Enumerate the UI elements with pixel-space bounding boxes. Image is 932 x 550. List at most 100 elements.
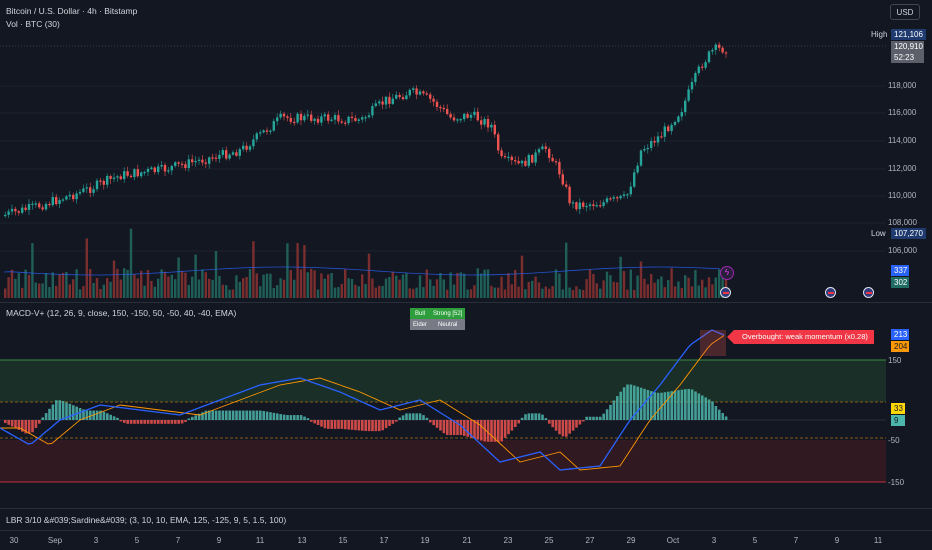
volume-bar [123, 268, 126, 298]
volume-bar [364, 284, 367, 298]
candle-body [289, 117, 292, 122]
histogram-bar [272, 412, 276, 420]
histogram-bar [99, 410, 102, 420]
candle-body [663, 126, 666, 137]
candle-body [503, 156, 507, 158]
histogram-bar [65, 402, 68, 420]
volume-bar [619, 256, 622, 298]
volume-bar [663, 287, 666, 298]
currency-button[interactable]: USD [890, 4, 920, 20]
histogram-bar [279, 414, 282, 420]
candle-body [622, 194, 626, 196]
time-tick: 19 [420, 536, 430, 545]
histogram-bar [320, 420, 323, 427]
candle-body [599, 205, 602, 207]
candle-body [221, 150, 224, 155]
candle-body [514, 160, 517, 162]
candle-body [381, 101, 384, 105]
histogram-bar [452, 420, 456, 436]
candle-body [388, 96, 391, 104]
candle-body [701, 66, 704, 68]
histogram-bar [378, 420, 381, 432]
volume-bar [323, 278, 326, 298]
candle-body [554, 161, 558, 163]
volume-bar [395, 275, 398, 298]
volume-bar [636, 275, 639, 298]
usd-flag-icon[interactable] [863, 287, 874, 298]
volume-bar [126, 269, 129, 298]
macd-legend[interactable]: MACD-V+ (12, 26, 9, close, 150, -150, 50… [6, 308, 237, 318]
symbol-title[interactable]: Bitcoin / U.S. Dollar · 4h · Bitstamp [6, 6, 138, 16]
panel-divider[interactable] [0, 508, 932, 509]
histogram-bar [333, 420, 337, 429]
histogram-bar [140, 420, 143, 424]
candle-body [259, 132, 262, 134]
candle-body [422, 91, 425, 94]
volume-bar [697, 285, 700, 298]
histogram-bar [296, 415, 299, 420]
volume-bar [191, 276, 194, 298]
volume-bar [412, 288, 415, 298]
panel-divider[interactable] [0, 302, 932, 303]
candle-body [157, 166, 160, 173]
histogram-bar [667, 391, 670, 420]
histogram-bar [514, 420, 517, 428]
histogram-bar [531, 413, 534, 420]
histogram-bar [293, 415, 296, 420]
lbr-legend[interactable]: LBR 3/10 &#039;Sardine&#039; (3, 10, 10,… [6, 515, 287, 525]
candle-body [442, 107, 445, 110]
volume-bar [337, 287, 340, 298]
volume-bar [701, 279, 704, 298]
lightning-icon[interactable]: ϟ [720, 266, 734, 280]
histogram-bar [14, 420, 17, 429]
volume-bar [31, 243, 34, 298]
histogram-bar [269, 412, 272, 420]
volume-legend[interactable]: Vol · BTC (30) [6, 19, 60, 29]
volume-bar [653, 282, 656, 298]
volume-bar [503, 289, 507, 298]
volume-bar [476, 268, 479, 298]
candle-body [361, 117, 364, 120]
histogram-bar [415, 413, 418, 420]
price-tick: 112,000 [888, 164, 917, 173]
candle-body [72, 194, 75, 200]
histogram-bar [146, 420, 150, 424]
candle-body [109, 176, 112, 179]
candle-body [310, 114, 313, 121]
histogram-bar [721, 413, 724, 420]
candle-body [245, 145, 248, 150]
volume-bar [248, 269, 252, 298]
volume-bar [449, 272, 452, 298]
candle-body [415, 88, 418, 95]
usd-flag-icon[interactable] [825, 287, 836, 298]
volume-bar [160, 269, 163, 298]
volume-bar [116, 268, 119, 298]
volume-bar [493, 287, 496, 298]
volume-bar [592, 273, 595, 298]
usd-flag-icon[interactable] [720, 287, 731, 298]
time-tick: 17 [379, 536, 389, 545]
histogram-bar [347, 420, 350, 430]
candle-body [534, 152, 537, 163]
volume-bar [303, 245, 306, 298]
histogram-bar [616, 396, 619, 420]
time-tick: 7 [793, 536, 799, 545]
candle-body [55, 197, 58, 204]
histogram-bar [503, 420, 507, 438]
volume-bar [48, 287, 51, 298]
volume-bar [585, 279, 588, 298]
volume-bar [55, 285, 58, 298]
candle-body [228, 154, 231, 159]
time-tick: 5 [134, 536, 140, 545]
volume-bar [565, 242, 568, 298]
histogram-bar [571, 420, 575, 431]
histogram-bar [670, 391, 673, 420]
histogram-bar [116, 417, 119, 420]
candle-body [10, 208, 14, 212]
candle-body [697, 66, 700, 74]
histogram-bar [694, 391, 697, 420]
histogram-bar [714, 406, 718, 420]
volume-bar [184, 272, 187, 298]
histogram-bar [527, 413, 531, 420]
